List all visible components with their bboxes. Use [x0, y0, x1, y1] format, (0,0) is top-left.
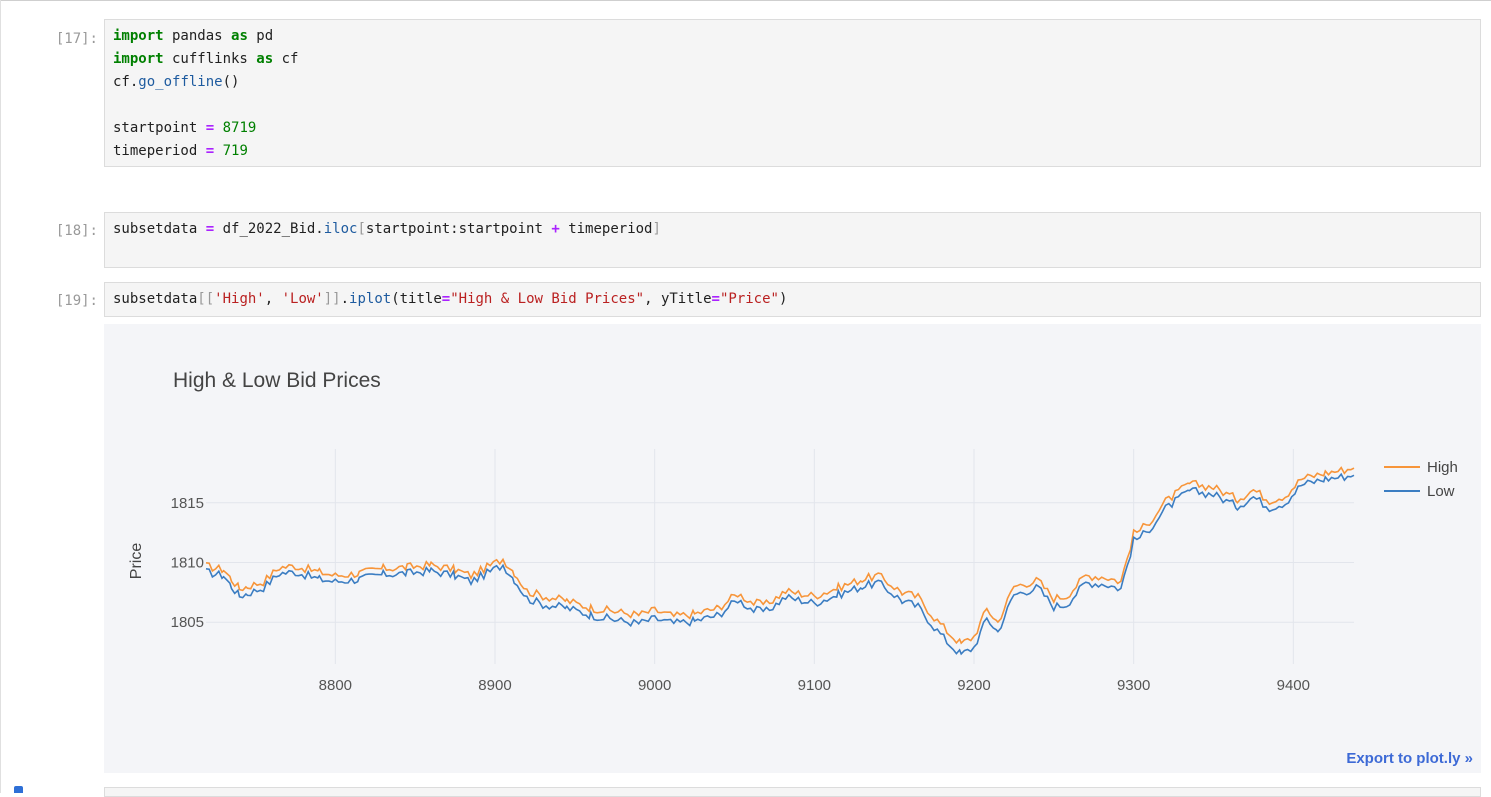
code-token: = [205, 143, 215, 159]
code-token: cufflinks [163, 51, 257, 67]
x-tick-label: 9200 [957, 677, 990, 694]
code-token: "High & Low Bid Prices" [450, 291, 645, 307]
x-tick-label: 9000 [638, 677, 671, 694]
left-border [0, 0, 1, 793]
code-token: iplot [349, 291, 392, 307]
code-token: ] [652, 221, 661, 237]
code-token: [[ [197, 291, 215, 307]
x-tick-label: 9400 [1277, 677, 1310, 694]
code-token: df_2022_Bid. [214, 221, 324, 237]
code-token: cf. [113, 74, 139, 90]
y-axis-label: Price [128, 543, 145, 580]
code-token: cf [273, 51, 299, 67]
series-lines [205, 466, 1355, 656]
line-chart[interactable]: High & Low Bid Prices Price 1805 1810 1815… [104, 324, 1481, 773]
y-tick-label: 1815 [171, 495, 204, 512]
cell-prompt-19: [19]: [55, 293, 98, 309]
code-token: , [264, 291, 282, 307]
y-tick-label: 1810 [171, 554, 204, 571]
code-token: [ [357, 221, 366, 237]
code-token: as [231, 28, 248, 44]
code-token: subsetdata [113, 291, 198, 307]
code-token: 'Low' [281, 291, 324, 307]
code-token: "Price" [719, 291, 779, 307]
code-token: timeperiod [113, 143, 206, 159]
series-line-high[interactable] [205, 466, 1355, 645]
export-to-plotly-link[interactable]: Export to plot.ly » [1346, 750, 1473, 767]
code-cell-18[interactable]: subsetdata = df_2022_Bid.iloc[startpoint… [104, 212, 1481, 268]
code-token: timeperiod [559, 221, 653, 237]
cell-prompt-17: [17]: [55, 31, 98, 47]
code-input-19[interactable]: subsetdata[['High', 'Low']].iplot(title=… [105, 283, 1480, 316]
legend: High Low [1384, 459, 1458, 500]
code-input-17[interactable]: import pandas as pd import cufflinks as … [105, 20, 1480, 168]
code-token: = [711, 291, 720, 307]
code-token: import [113, 28, 164, 44]
code-token [214, 120, 222, 136]
code-token: pd [247, 28, 274, 44]
top-border [0, 0, 1491, 1]
cell-cursor-marker [14, 786, 23, 793]
chart-title: High & Low Bid Prices [173, 369, 381, 392]
code-token: 'High' [214, 291, 265, 307]
x-tick-label: 9100 [798, 677, 831, 694]
code-cell-19[interactable]: subsetdata[['High', 'Low']].iplot(title=… [104, 282, 1481, 317]
x-axis-ticks: 8800 8900 9000 9100 9200 9300 9400 [319, 677, 1310, 694]
code-token: 719 [222, 143, 248, 159]
code-token: . [340, 291, 350, 307]
cell-prompt-18: [18]: [55, 223, 98, 239]
code-token [214, 143, 222, 159]
next-code-cell[interactable] [104, 787, 1481, 797]
plot-output[interactable]: High & Low Bid Prices Price 1805 1810 1815… [104, 324, 1481, 773]
x-tick-label: 8900 [478, 677, 511, 694]
code-token: ]] [323, 291, 341, 307]
gridlines [206, 449, 1354, 664]
code-token: (title [391, 291, 442, 307]
y-tick-label: 1805 [171, 614, 204, 631]
y-axis-ticks: 1805 1810 1815 [171, 495, 204, 631]
code-cell-17[interactable]: import pandas as pd import cufflinks as … [104, 19, 1481, 167]
legend-label-high[interactable]: High [1427, 459, 1458, 476]
code-token: subsetdata [113, 221, 206, 237]
code-token: startpoint [113, 120, 206, 136]
code-token: = [205, 120, 215, 136]
code-token: ) [778, 291, 788, 307]
legend-label-low[interactable]: Low [1427, 483, 1455, 500]
code-token: () [222, 74, 240, 90]
code-token: go_offline [138, 74, 223, 90]
code-input-18[interactable]: subsetdata = df_2022_Bid.iloc[startpoint… [105, 213, 1480, 246]
code-token: startpoint:startpoint [365, 221, 552, 237]
code-token: = [205, 221, 215, 237]
code-token: + [551, 221, 560, 237]
code-token: = [441, 291, 451, 307]
x-tick-label: 8800 [319, 677, 352, 694]
series-line-low[interactable] [205, 472, 1355, 656]
x-tick-label: 9300 [1117, 677, 1150, 694]
code-token: , yTitle [644, 291, 712, 307]
code-token: iloc [323, 221, 358, 237]
code-token: as [256, 51, 274, 67]
code-token: 8719 [222, 120, 257, 136]
code-token: import [113, 51, 164, 67]
code-token: pandas [163, 28, 232, 44]
